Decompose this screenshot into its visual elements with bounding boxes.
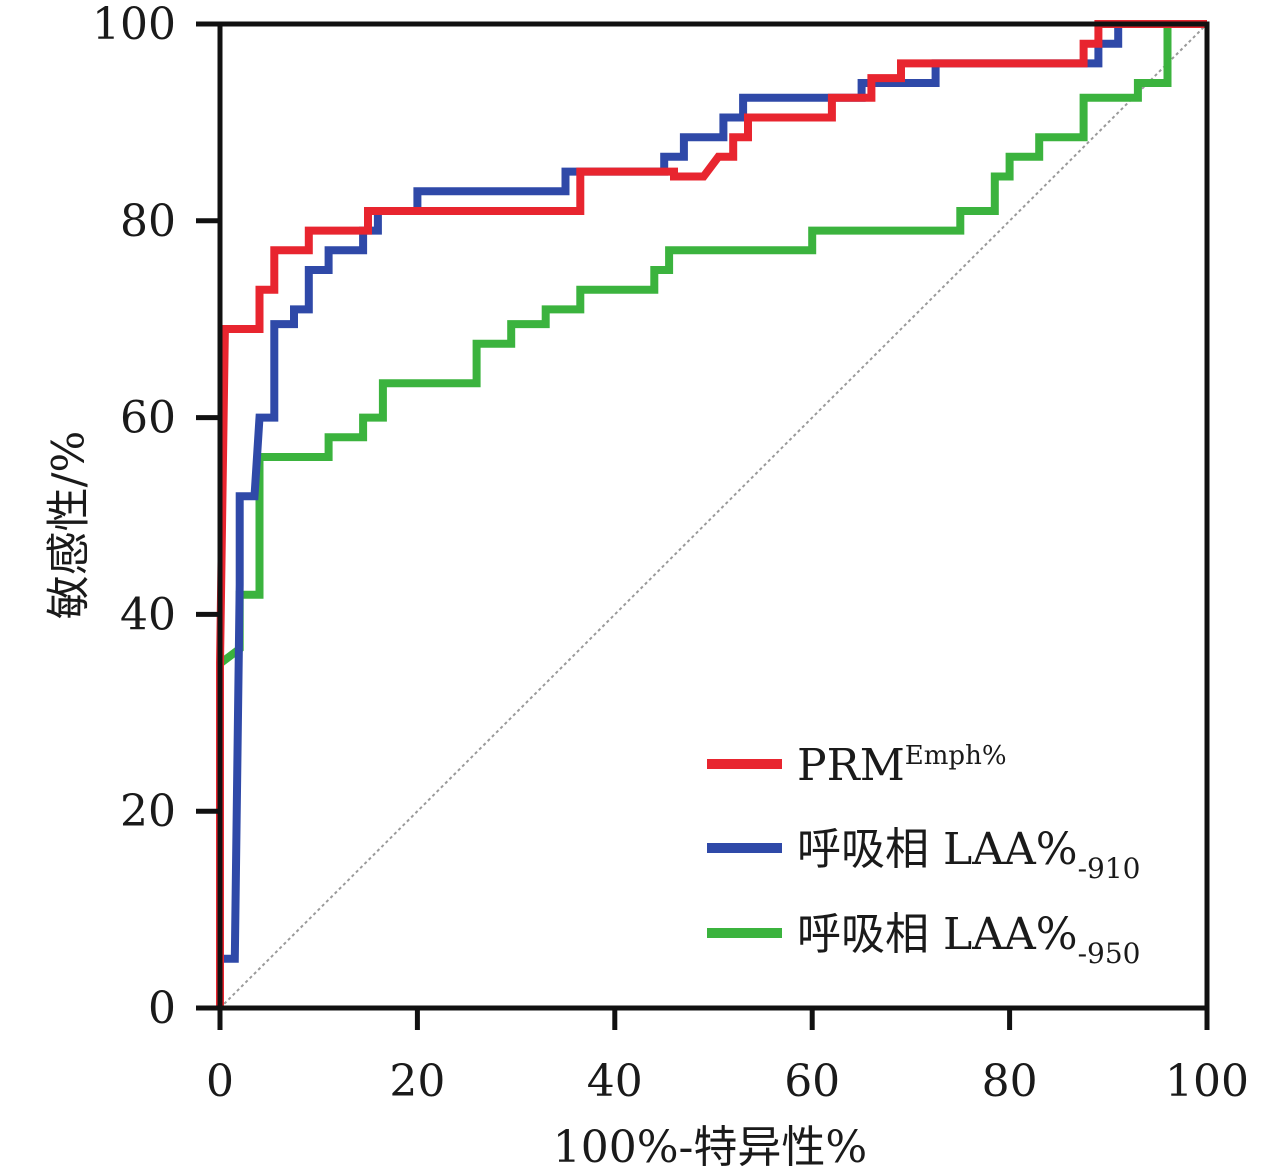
x-tick-label: 60 xyxy=(784,1056,840,1107)
series-line-2 xyxy=(216,20,1207,1008)
y-tick-label: 20 xyxy=(120,786,176,837)
ticks-layer: 0 20 40 60 80 100 0 20 40 60 80 100 xyxy=(92,0,1249,1107)
legend-label-3: 呼吸相 LAA%-950 xyxy=(797,909,1140,970)
x-tick-label: 0 xyxy=(206,1056,234,1107)
y-tick-label: 0 xyxy=(148,983,176,1034)
y-axis-title: 敏感性/% xyxy=(44,431,95,620)
legend: PRMEmph% 呼吸相 LAA%-910 呼吸相 LAA%-950 xyxy=(707,740,1140,970)
x-tick-label: 100 xyxy=(1165,1056,1249,1107)
series-layer xyxy=(216,20,1207,1008)
y-tick-label: 100 xyxy=(92,0,176,50)
reference-diagonal-line xyxy=(219,23,1208,1009)
series-line-1 xyxy=(216,20,1207,1008)
y-tick-label: 60 xyxy=(120,393,176,444)
series-line-3 xyxy=(216,20,1207,1008)
x-tick-label: 40 xyxy=(587,1056,643,1107)
x-axis-title: 100%-特异性% xyxy=(553,1122,867,1171)
y-tick-label: 40 xyxy=(120,589,176,640)
legend-label-2: 呼吸相 LAA%-910 xyxy=(797,824,1140,885)
x-tick-label: 80 xyxy=(982,1056,1038,1107)
y-tick-label: 80 xyxy=(120,196,176,247)
x-tick-label: 20 xyxy=(389,1056,445,1107)
plot-frame xyxy=(217,21,1210,1011)
legend-label-1: PRMEmph% xyxy=(797,740,1007,791)
